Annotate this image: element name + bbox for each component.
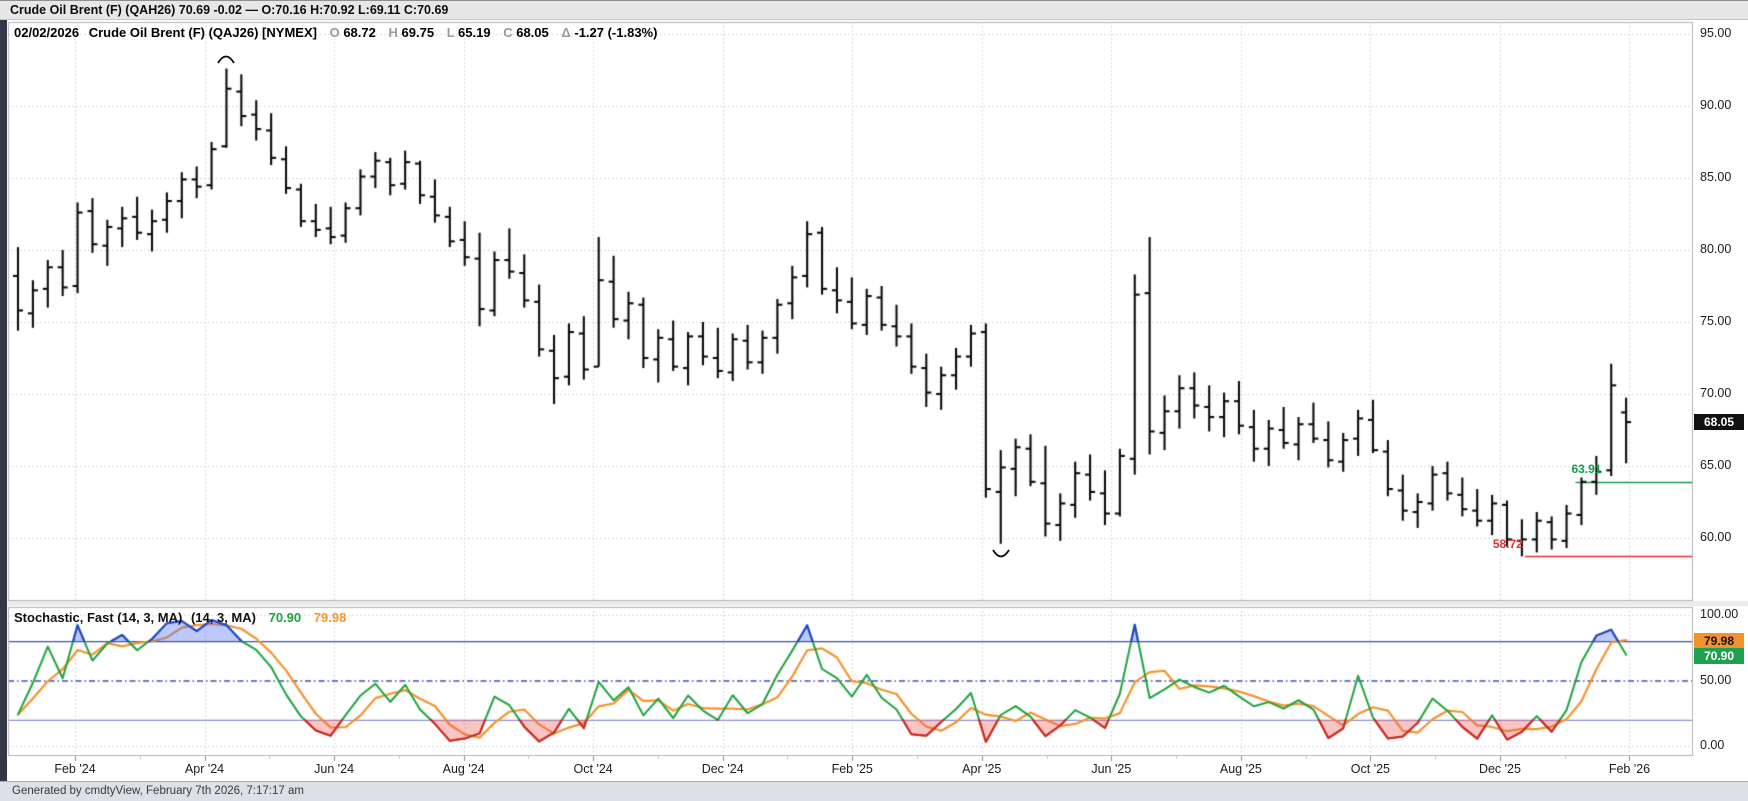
- trough-brace-icon: [991, 549, 1010, 558]
- status-bar: Generated by cmdtyView, February 7th 202…: [0, 781, 1748, 801]
- price-axis-label: 65.00: [1700, 458, 1732, 472]
- time-axis-label: Apr '24: [184, 762, 225, 776]
- left-edge-strip: [0, 20, 7, 801]
- resistance-level-label[interactable]: 63.91: [1571, 461, 1602, 476]
- time-axis-label: Dec '24: [701, 762, 744, 776]
- open-label: O: [329, 25, 340, 40]
- stoch-axis-label: 50.00: [1700, 672, 1732, 687]
- stoch-k-badge: 70.90: [1694, 648, 1744, 665]
- price-series-legend[interactable]: 02/02/2026 Crude Oil Brent (F) (QAJ26) […: [14, 25, 657, 40]
- stochastic-k-value: 70.90: [268, 610, 302, 625]
- low-label: L: [446, 25, 455, 40]
- price-axis-label: 60.00: [1700, 530, 1732, 544]
- stoch-d-badge: 79.98: [1694, 633, 1744, 650]
- peak-brace-icon: [217, 55, 236, 64]
- stoch-axis-label: 100.00: [1700, 607, 1739, 621]
- stochastic-legend[interactable]: Stochastic, Fast (14, 3, MA) (14, 3, MA)…: [14, 610, 346, 625]
- time-axis-label: Jun '25: [1091, 762, 1132, 776]
- stochastic-d-value: 79.98: [313, 610, 347, 625]
- high-label: H: [388, 25, 398, 40]
- quote-date: 02/02/2026: [14, 25, 80, 40]
- price-axis-label: 90.00: [1700, 98, 1732, 112]
- price-axis-label: 70.00: [1700, 386, 1732, 400]
- price-axis-label: 80.00: [1700, 242, 1732, 256]
- stochastic-title: Stochastic, Fast (14, 3, MA): [14, 610, 183, 625]
- time-axis-label: Apr '25: [962, 762, 1002, 776]
- last-price-badge: 68.05: [1694, 414, 1744, 431]
- generated-by-text: Generated by cmdtyView, February 7th 202…: [12, 785, 304, 797]
- time-axis-label: Oct '25: [1350, 762, 1390, 776]
- time-axis-label: Jun '24: [314, 762, 355, 776]
- time-axis-label: Oct '24: [573, 762, 613, 776]
- price-axis-label: 95.00: [1700, 26, 1732, 40]
- stochastic-params: (14, 3, MA): [190, 610, 256, 625]
- price-axis-label: 75.00: [1700, 314, 1732, 328]
- time-axis-label: Feb '25: [831, 762, 873, 776]
- close-value: 68.05: [516, 25, 549, 40]
- delta-icon: Δ: [561, 25, 571, 40]
- time-axis-label: Aug '25: [1219, 762, 1262, 776]
- time-axis-label: Aug '24: [442, 762, 485, 776]
- price-axis-label: 85.00: [1700, 170, 1732, 184]
- stoch-axis-label: 0.00: [1700, 738, 1725, 752]
- symbol-name: Crude Oil Brent (F) (QAJ26) [NYMEX]: [88, 25, 317, 40]
- time-axis-label: Feb '24: [54, 762, 96, 776]
- open-value: 68.72: [343, 25, 376, 40]
- support-level-label[interactable]: 58.72: [1492, 537, 1523, 552]
- low-value: 65.19: [458, 25, 491, 40]
- time-axis-label: Feb '26: [1608, 762, 1651, 776]
- high-value: 69.75: [401, 25, 435, 40]
- time-axis-label: Dec '25: [1478, 762, 1521, 776]
- close-label: C: [503, 25, 513, 40]
- delta-value: -1.27 (-1.83%): [574, 25, 658, 40]
